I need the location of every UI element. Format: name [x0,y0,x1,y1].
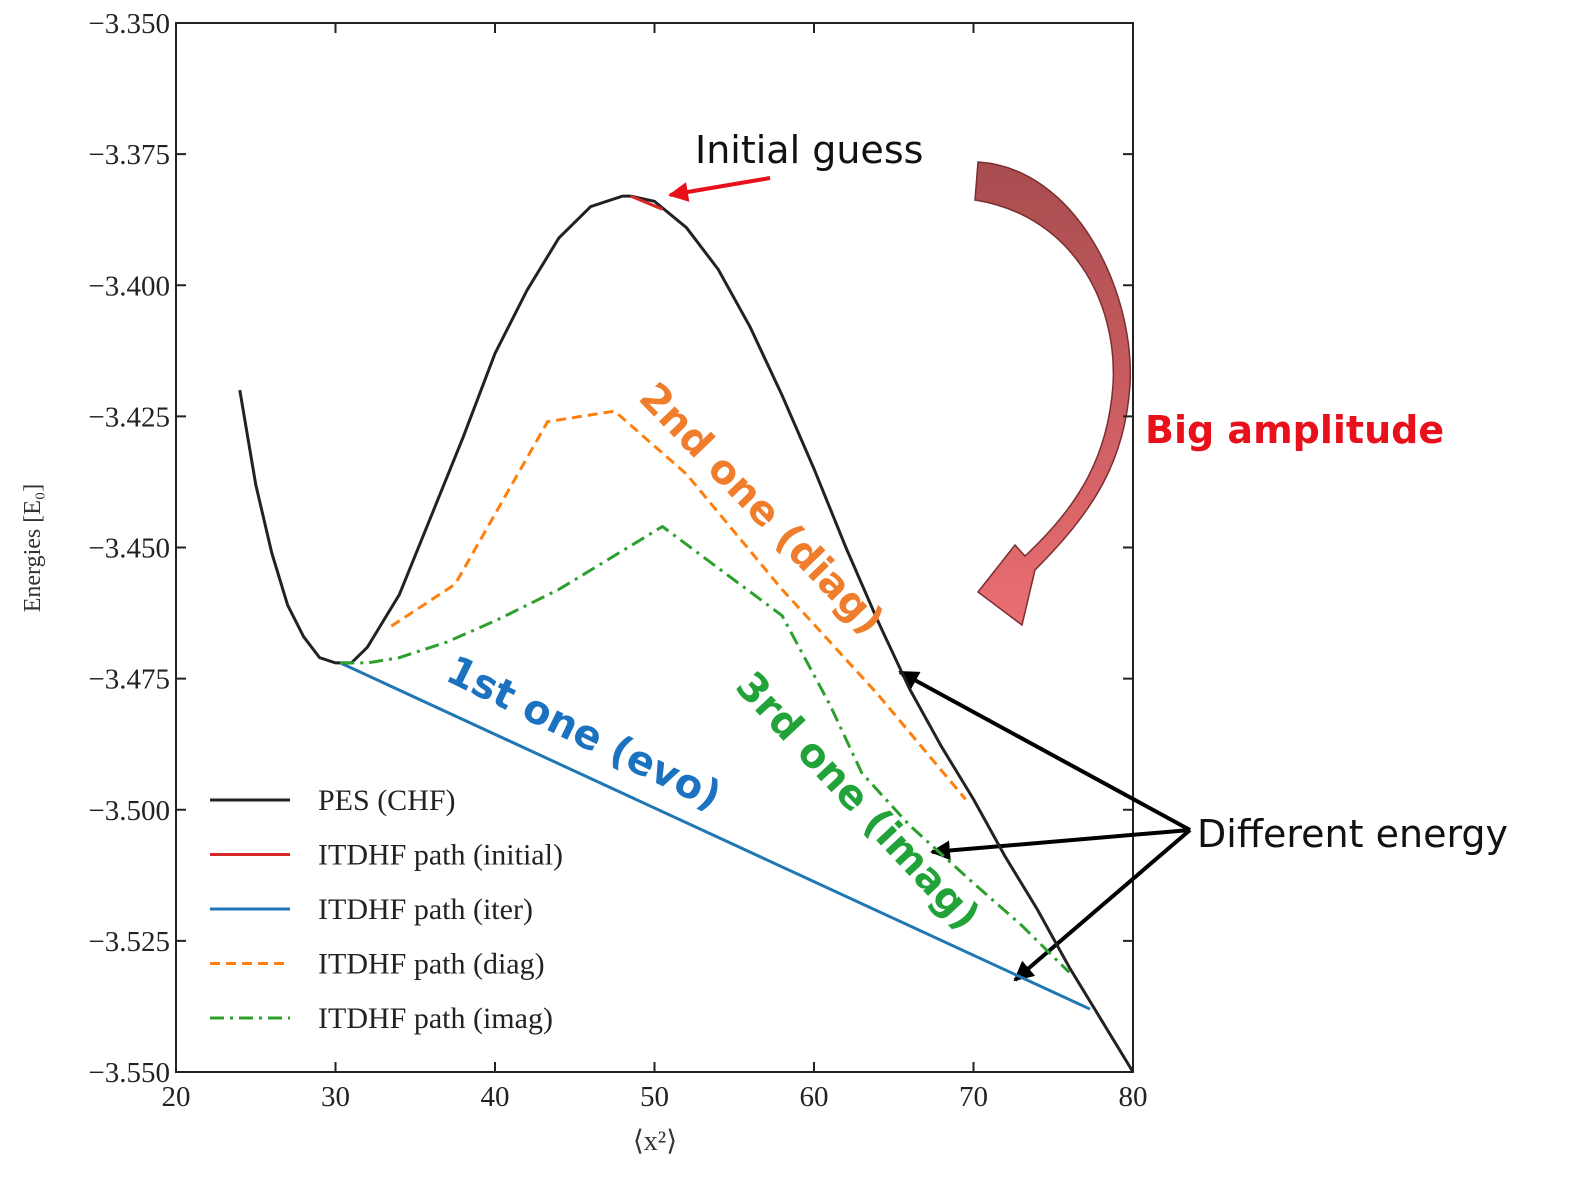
arrow [668,176,771,202]
y-tick-label: −3.550 [88,1057,170,1089]
annotation: 2nd one (diag) [630,374,893,644]
y-tick-label: −3.525 [88,926,170,958]
x-tick-label: 30 [321,1081,350,1113]
legend-label: PES (CHF) [318,784,456,817]
y-tick-label: −3.475 [88,664,170,696]
legend-label: ITDHF path (initial) [318,839,563,872]
legend-label: ITDHF path (diag) [318,948,545,981]
y-tick-label: −3.400 [88,270,170,302]
x-tick-label: 50 [640,1081,669,1113]
arrow [1013,828,1192,982]
series-line [238,194,1135,1073]
curved-arrow [974,161,1132,627]
y-tick-label: −3.425 [88,401,170,433]
y-tick-label: −3.500 [88,795,170,827]
x-tick-label: 70 [959,1081,988,1113]
x-tick-label: 60 [800,1081,829,1113]
legend-label: ITDHF path (iter) [318,893,533,926]
series-line [340,524,1071,974]
annotation: 3rd one (imag) [727,663,989,939]
y-tick-label: −3.450 [88,533,170,565]
x-tick-label: 80 [1119,1081,1148,1113]
annotation: Initial guess [695,128,923,172]
arrow [898,670,1191,832]
annotation: Different energy [1197,812,1508,856]
arrow [930,828,1191,861]
y-tick-label: −3.350 [88,8,170,40]
annotation: Big amplitude [1145,408,1444,452]
series-line [630,194,664,211]
series-line [390,409,967,801]
x-axis-label: ⟨x²⟩ [633,1126,677,1157]
x-tick-label: 20 [162,1081,191,1113]
x-tick-label: 40 [481,1081,510,1113]
y-tick-label: −3.375 [88,139,170,171]
y-axis-label: Energies [E₀] [20,484,46,613]
legend-label: ITDHF path (imag) [318,1002,553,1035]
annotation: 1st one (evo) [439,647,728,819]
series-line [339,661,1091,1011]
